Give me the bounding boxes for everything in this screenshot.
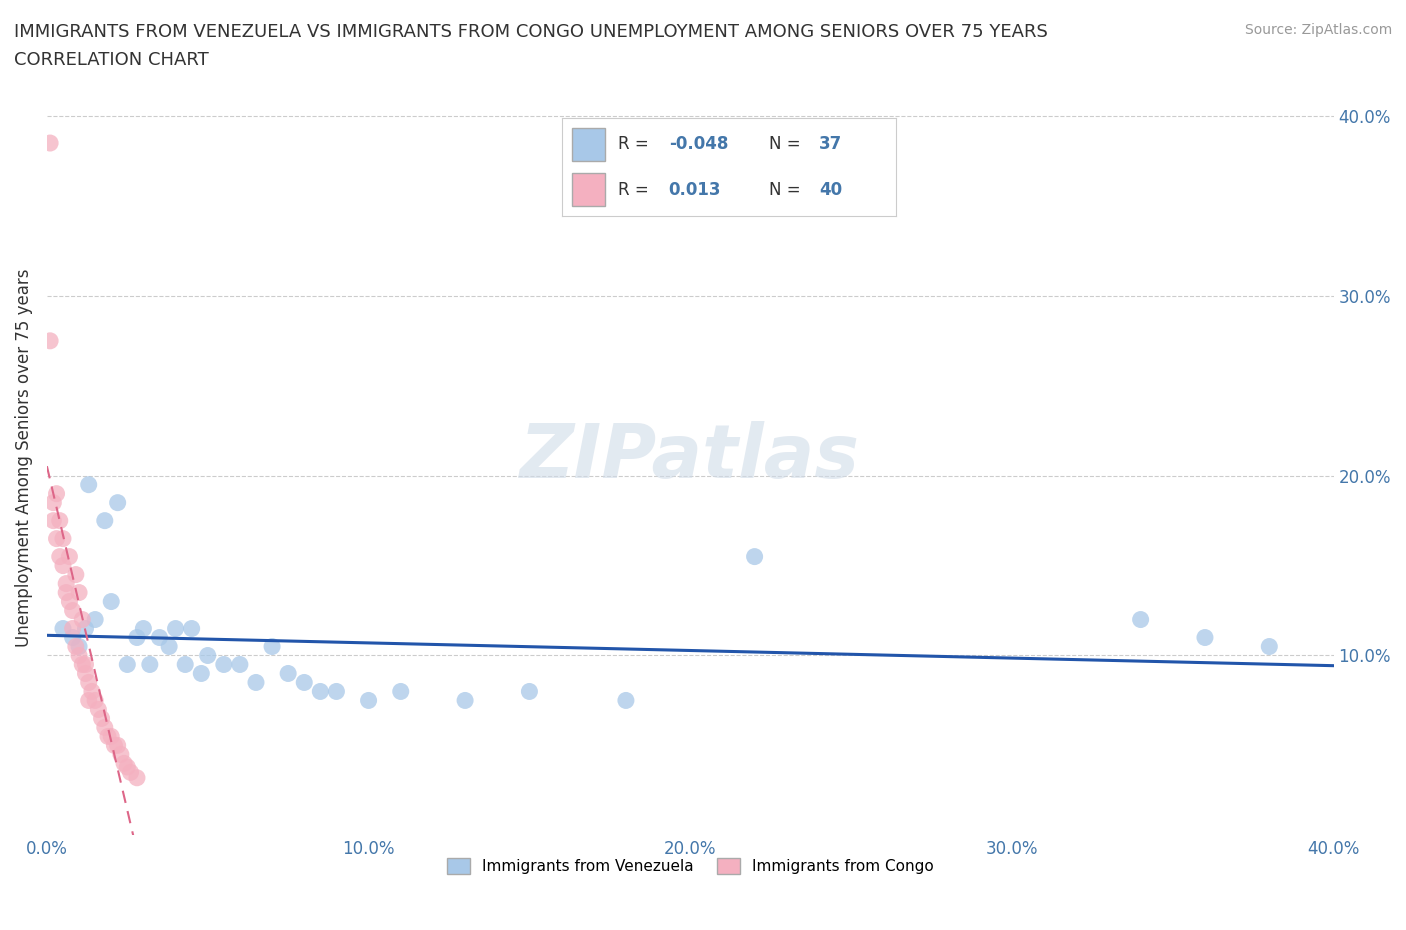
Point <box>117 658 139 672</box>
Point <box>357 693 380 708</box>
Point <box>65 567 87 582</box>
Point <box>94 513 117 528</box>
Point <box>52 558 75 573</box>
Point <box>62 604 84 618</box>
Point <box>292 675 315 690</box>
Point <box>75 658 97 672</box>
Point <box>67 648 90 663</box>
Point <box>77 693 100 708</box>
Point <box>212 658 235 672</box>
Point <box>107 738 129 753</box>
Point <box>110 747 132 762</box>
Point <box>614 693 637 708</box>
Point <box>55 585 77 600</box>
Point <box>58 594 80 609</box>
Point <box>39 333 62 348</box>
Point <box>180 621 202 636</box>
Point <box>58 549 80 564</box>
Point <box>75 666 97 681</box>
Point <box>229 658 252 672</box>
Point <box>112 756 135 771</box>
Point <box>72 658 94 672</box>
Point <box>52 531 75 546</box>
Point <box>309 684 332 699</box>
Point <box>139 658 162 672</box>
Point <box>72 612 94 627</box>
Point <box>42 513 65 528</box>
Point <box>197 648 219 663</box>
Point <box>1129 612 1152 627</box>
Point <box>94 720 117 735</box>
Point <box>1194 631 1216 645</box>
Point <box>49 513 72 528</box>
Text: Source: ZipAtlas.com: Source: ZipAtlas.com <box>1244 23 1392 37</box>
Legend: Immigrants from Venezuela, Immigrants from Congo: Immigrants from Venezuela, Immigrants fr… <box>441 852 939 881</box>
Point <box>97 729 120 744</box>
Point <box>75 621 97 636</box>
Point <box>52 621 75 636</box>
Point <box>103 738 125 753</box>
Point <box>84 693 107 708</box>
Point <box>277 666 299 681</box>
Point <box>157 639 180 654</box>
Point <box>62 621 84 636</box>
Point <box>262 639 284 654</box>
Point <box>165 621 187 636</box>
Point <box>80 684 103 699</box>
Y-axis label: Unemployment Among Seniors over 75 years: Unemployment Among Seniors over 75 years <box>15 269 32 647</box>
Point <box>325 684 347 699</box>
Point <box>55 576 77 591</box>
Point <box>84 612 107 627</box>
Point <box>67 639 90 654</box>
Point <box>39 136 62 151</box>
Point <box>67 585 90 600</box>
Point <box>1258 639 1281 654</box>
Point <box>454 693 477 708</box>
Point <box>100 729 122 744</box>
Point <box>90 711 112 726</box>
Point <box>87 702 110 717</box>
Text: CORRELATION CHART: CORRELATION CHART <box>14 51 209 69</box>
Point <box>744 549 766 564</box>
Point <box>132 621 155 636</box>
Point <box>45 486 67 501</box>
Point <box>190 666 212 681</box>
Point <box>125 770 148 785</box>
Point <box>107 495 129 510</box>
Point <box>42 495 65 510</box>
Point <box>389 684 412 699</box>
Point <box>77 477 100 492</box>
Text: IMMIGRANTS FROM VENEZUELA VS IMMIGRANTS FROM CONGO UNEMPLOYMENT AMONG SENIORS OV: IMMIGRANTS FROM VENEZUELA VS IMMIGRANTS … <box>14 23 1047 41</box>
Point <box>148 631 170 645</box>
Point <box>100 594 122 609</box>
Point <box>519 684 541 699</box>
Point <box>174 658 197 672</box>
Point <box>117 760 139 775</box>
Point <box>62 631 84 645</box>
Point <box>125 631 148 645</box>
Point <box>45 531 67 546</box>
Point <box>65 639 87 654</box>
Point <box>120 765 142 780</box>
Point <box>77 675 100 690</box>
Point <box>245 675 267 690</box>
Text: ZIPatlas: ZIPatlas <box>520 421 860 494</box>
Point <box>49 549 72 564</box>
